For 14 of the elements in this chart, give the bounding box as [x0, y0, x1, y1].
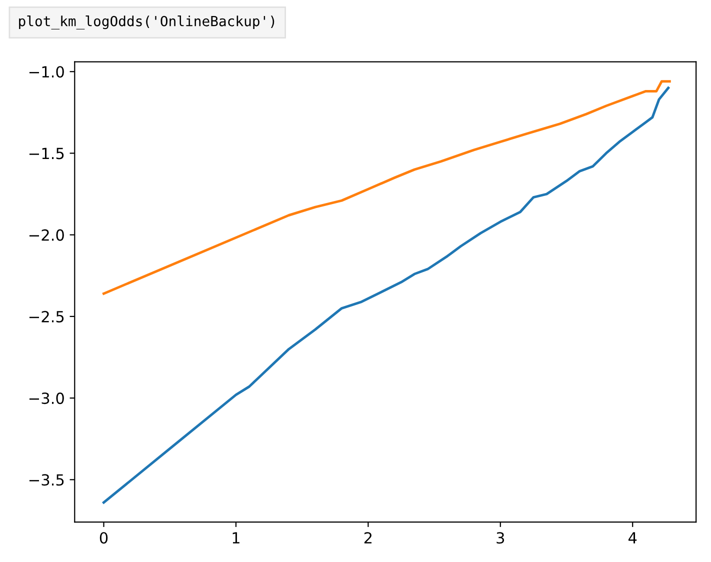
y-tick-label: −1.5 — [29, 148, 64, 160]
x-tick-label: 2 — [364, 532, 372, 544]
line-series — [102, 86, 670, 504]
y-tick-label: −2.5 — [29, 310, 64, 322]
y-tick-label: −3.5 — [29, 474, 64, 486]
line-series — [102, 80, 671, 295]
x-tick-label: 4 — [628, 532, 637, 544]
text: plot_km_logOdds('OnlineBackup') — [19, 16, 274, 30]
y-tick-label: −3.0 — [29, 392, 64, 404]
y-tick-label: −1.0 — [29, 66, 64, 78]
x-tick-label: 1 — [232, 532, 240, 544]
x-tick-label: 3 — [496, 532, 504, 544]
x-tick-label: 0 — [100, 532, 108, 544]
y-tick-label: −2.0 — [29, 229, 64, 241]
